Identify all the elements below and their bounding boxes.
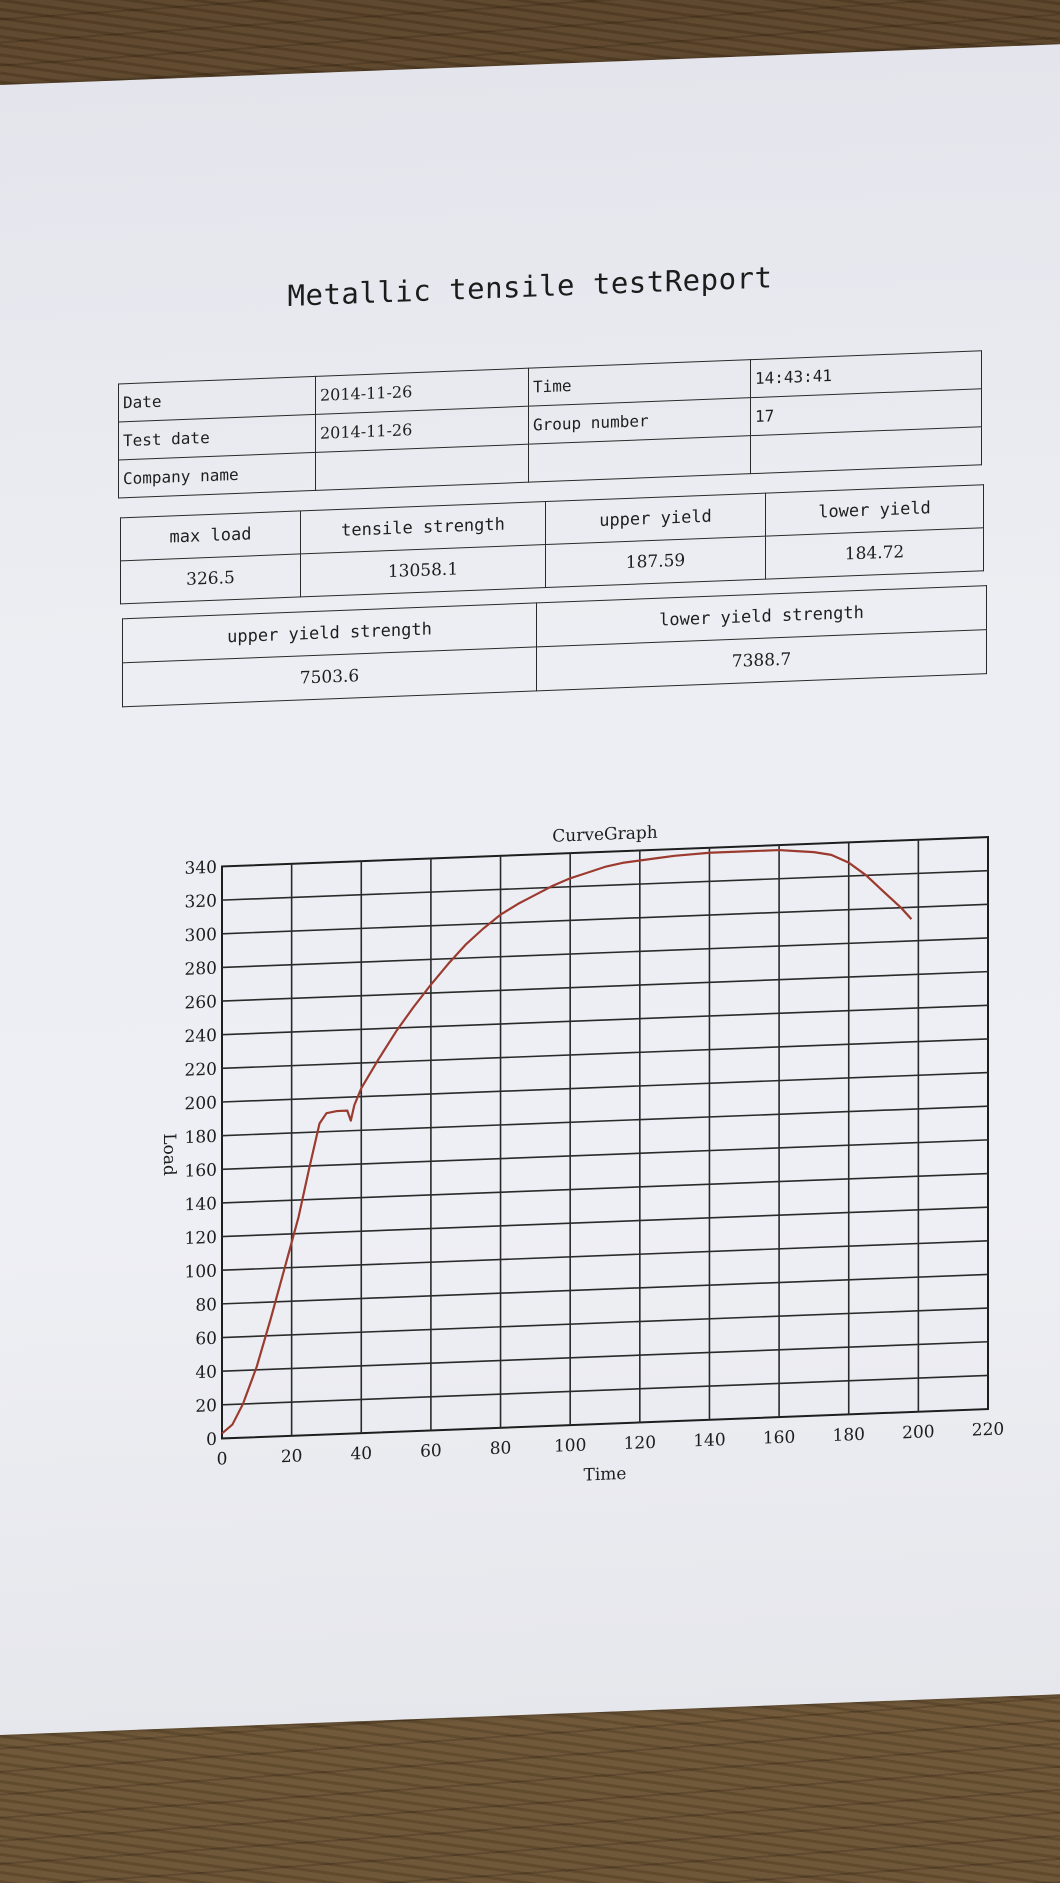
grid-line-y <box>222 1071 988 1103</box>
y-tick-label: 300 <box>185 925 217 946</box>
y-tick-label: 340 <box>185 858 217 879</box>
x-tick-label: 140 <box>693 1430 725 1451</box>
curve-graph: 0 20 40 60 80 100 120 140 160 180 200 220 0 20 40 60 80 1… <box>0 44 1060 1585</box>
y-tick-label: 180 <box>185 1127 217 1148</box>
grid-line-y <box>222 1105 988 1137</box>
x-tick-label: 80 <box>490 1438 512 1459</box>
x-tick-label: 100 <box>554 1435 586 1456</box>
grid-line-y <box>222 1038 988 1070</box>
chart-title: CurveGraph <box>552 823 657 847</box>
y-tick-label: 0 <box>206 1430 217 1450</box>
y-tick-label: 280 <box>185 959 217 980</box>
report-paper: Metallic tensile testReport Date 2014-11… <box>0 44 1060 1735</box>
y-tick-label: 140 <box>185 1194 217 1215</box>
curve-graph-svg: 0 20 40 60 80 100 120 140 160 180 200 220 0 20 40 60 80 1… <box>159 823 1004 1486</box>
y-tick-label: 120 <box>185 1228 217 1249</box>
y-tick-label: 260 <box>185 992 217 1013</box>
y-tick-label: 160 <box>185 1160 217 1181</box>
x-tick-label: 180 <box>833 1425 865 1446</box>
series-line <box>221 848 913 1435</box>
x-axis-label: Time <box>584 1464 627 1486</box>
grid-line-y <box>222 1172 988 1204</box>
grid-line-y <box>222 1139 988 1171</box>
y-tick-label: 240 <box>185 1026 217 1047</box>
x-tick-label: 40 <box>350 1444 372 1465</box>
x-tick-label: 120 <box>624 1433 656 1454</box>
y-tick-label: 200 <box>185 1093 217 1114</box>
grid-line-y <box>222 970 988 1002</box>
grid-line-y <box>222 1206 988 1238</box>
y-tick-label: 320 <box>185 891 217 912</box>
y-tick-label: 20 <box>195 1396 217 1417</box>
grid-line-y <box>222 1374 988 1406</box>
grid-line-y <box>222 1340 988 1372</box>
y-tick-label: 100 <box>185 1261 217 1282</box>
y-tick-label: 220 <box>185 1060 217 1081</box>
x-tick-label: 0 <box>217 1449 228 1469</box>
x-tick-label: 160 <box>763 1427 795 1448</box>
grid-line-y <box>222 1307 988 1339</box>
grid-line-y <box>222 869 988 901</box>
grid-line-y <box>222 937 988 969</box>
plot-frame <box>221 836 989 1440</box>
grid-line-y <box>222 1004 988 1036</box>
x-tick-label: 220 <box>972 1419 1004 1440</box>
grid-line-y <box>222 1240 988 1272</box>
x-tick-label: 60 <box>420 1441 442 1462</box>
grid-line-y <box>222 903 988 935</box>
y-axis-label: Load <box>159 1133 179 1176</box>
y-tick-label: 80 <box>195 1295 217 1316</box>
grid-line-y <box>222 1273 988 1305</box>
y-tick-label: 40 <box>195 1362 217 1383</box>
x-tick-label: 200 <box>902 1422 934 1443</box>
x-tick-label: 20 <box>281 1446 303 1467</box>
y-tick-label: 60 <box>195 1329 217 1350</box>
